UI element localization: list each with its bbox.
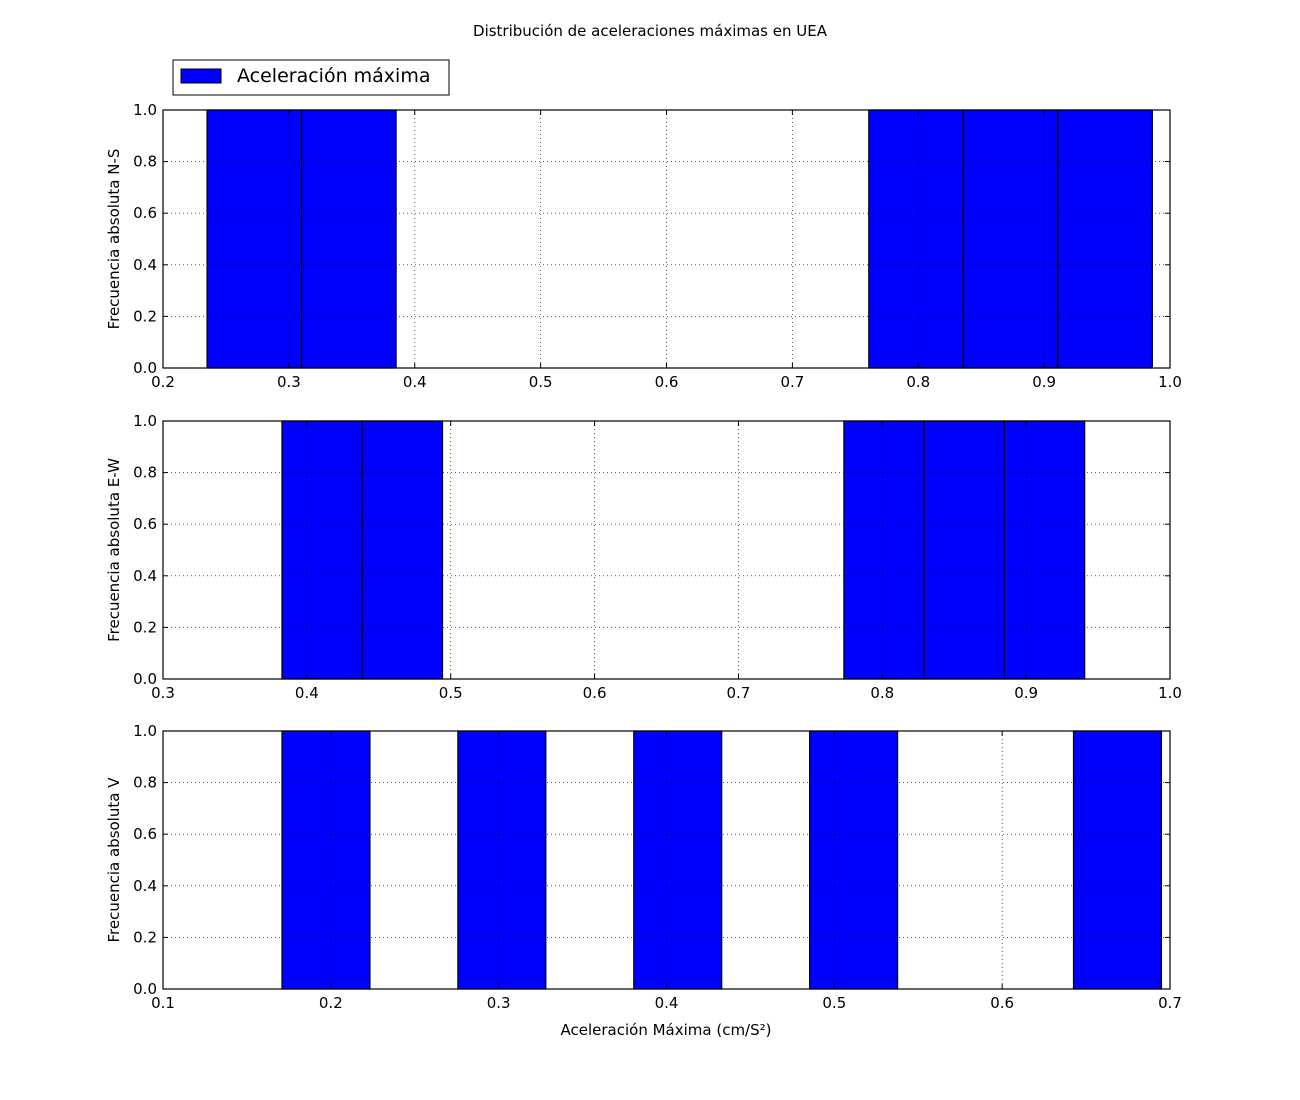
y-tick-label: 0.6 (133, 825, 157, 843)
x-tick-label: 0.3 (151, 684, 175, 702)
y-tick-label: 1.0 (133, 722, 157, 740)
plot-frame (162, 109, 1171, 369)
histogram-bar (361, 420, 444, 680)
x-tick-label: 0.6 (583, 684, 607, 702)
y-tick-label: 0.8 (133, 774, 157, 792)
y-tick-label: 0.6 (133, 515, 157, 533)
histogram-bar (809, 730, 899, 990)
subplot-2: 0.3 0.4 0.5 0.6 0.7 0.8 0.9 1.0 0.0 0.2 0.4 0.6 0.8 1… (105, 412, 1182, 702)
x-tick-label: 0.4 (403, 373, 427, 391)
y-tick-label: 1.0 (133, 412, 157, 430)
chart-title: Distribución de aceleraciones máximas en… (473, 22, 828, 40)
x-tick-label: 0.6 (990, 994, 1014, 1012)
histogram-bar (300, 109, 397, 369)
y-tick-label: 0.8 (133, 464, 157, 482)
histogram-bar (633, 730, 723, 990)
y-tick-label: 0.2 (133, 928, 157, 946)
x-tick-label: 0.3 (277, 373, 301, 391)
x-tick-label: 1.0 (1158, 373, 1182, 391)
subplot-1: 0.2 0.3 0.4 0.5 0.6 0.7 0.8 0.9 1.00.00.20.40.60… (105, 101, 1182, 391)
x-tick-label: 0.2 (151, 373, 175, 391)
x-tick-label: 0.9 (1014, 684, 1038, 702)
x-tick-label: 0.4 (655, 994, 679, 1012)
x-tick-label: 0.9 (1032, 373, 1056, 391)
y-axis-label: Frecuencia absoluta V (105, 777, 123, 943)
histogram-bar (206, 109, 303, 369)
x-tick-label: 0.3 (487, 994, 511, 1012)
histogram-bar (1003, 420, 1086, 680)
y-tick-label: 0.8 (133, 153, 157, 171)
y-tick-label: 0.0 (133, 670, 157, 688)
x-axis-label: Aceleración Máxima (cm/S²) (561, 1021, 772, 1039)
y-tick-label: 0.6 (133, 204, 157, 222)
x-tick-label: 0.5 (529, 373, 553, 391)
y-tick-label: 0.4 (133, 256, 157, 274)
histogram-bar (281, 420, 363, 680)
histogram-bar (1057, 109, 1153, 369)
histogram-bar (868, 109, 964, 369)
legend-label: Aceleración máxima (237, 65, 430, 87)
y-tick-label: 1.0 (133, 101, 157, 119)
y-tick-label: 0.2 (133, 618, 157, 636)
plot-frame (162, 730, 1171, 990)
x-tick-label: 0.7 (780, 373, 804, 391)
x-tick-label: 0.5 (822, 994, 846, 1012)
x-tick-label: 0.6 (655, 373, 679, 391)
x-tick-label: 0.8 (870, 684, 894, 702)
y-tick-label: 0.2 (133, 307, 157, 325)
plot-frame (162, 420, 1171, 680)
legend-swatch (180, 68, 222, 84)
histogram-bar (843, 420, 925, 680)
histogram-bar (281, 730, 371, 990)
y-axis-label: Frecuencia absoluta E-W (105, 458, 123, 642)
x-tick-label: 0.7 (726, 684, 750, 702)
x-tick-label: 0.2 (319, 994, 343, 1012)
y-tick-label: 0.4 (133, 567, 157, 585)
x-tick-label: 0.4 (295, 684, 319, 702)
x-tick-label: 0.7 (1158, 994, 1182, 1012)
y-tick-label: 0.0 (133, 359, 157, 377)
histogram-bar (1072, 730, 1163, 990)
histogram-bar (923, 420, 1006, 680)
y-tick-label: 0.0 (133, 980, 157, 998)
x-tick-label: 0.8 (906, 373, 930, 391)
legend: Aceleración máxima (172, 59, 450, 96)
subplot-3: 0.1 0.2 0.3 0.4 0.5 0.6 0.7 0.0 0.2 0.4 0.6 0.8 1.0 F… (105, 722, 1182, 1012)
histogram-bar (457, 730, 547, 990)
x-tick-label: 1.0 (1158, 684, 1182, 702)
histogram-bar (962, 109, 1059, 369)
y-tick-label: 0.4 (133, 877, 157, 895)
x-tick-label: 0.1 (151, 994, 175, 1012)
x-tick-label: 0.5 (439, 684, 463, 702)
y-axis-label: Frecuencia absoluta N-S (105, 149, 123, 330)
